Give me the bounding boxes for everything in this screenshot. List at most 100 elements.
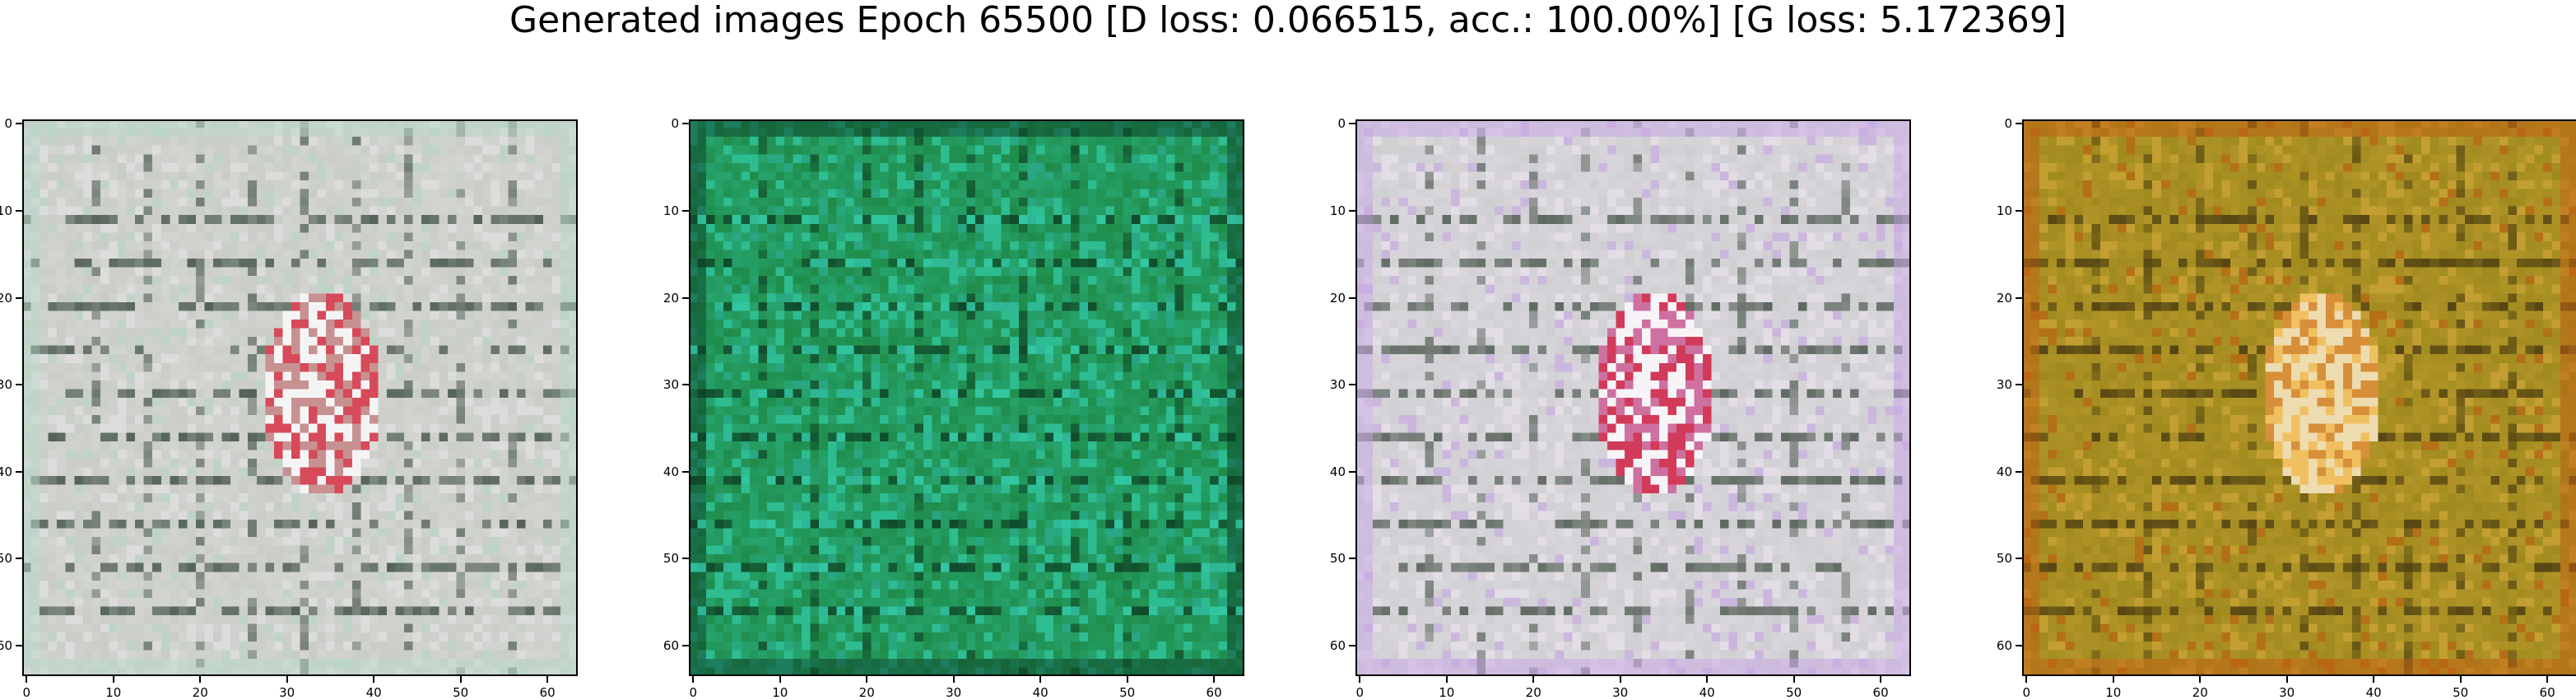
generated-image-3 (1355, 119, 1911, 676)
x-tick-label: 30 (1604, 686, 1637, 699)
y-tick-label: 10 (663, 204, 679, 217)
x-tick-mark (460, 676, 462, 683)
y-tick-label: 40 (663, 465, 679, 478)
x-tick-mark (1213, 676, 1215, 683)
y-tick-mark (2016, 297, 2022, 299)
y-tick-mark (682, 123, 689, 124)
y-tick-label: 0 (1337, 117, 1346, 130)
x-tick-mark (26, 676, 27, 683)
y-tick-mark (16, 558, 22, 559)
y-tick-label: 40 (0, 465, 12, 478)
x-tick-label: 60 (531, 686, 564, 699)
x-tick-mark (1039, 676, 1041, 683)
x-tick-label: 40 (2357, 686, 2390, 699)
y-tick-mark (682, 558, 689, 559)
x-tick-mark (866, 676, 867, 683)
x-tick-label: 20 (1517, 686, 1550, 699)
y-tick-label: 50 (1330, 552, 1346, 565)
y-tick-label: 50 (663, 552, 679, 565)
y-tick-mark (16, 297, 22, 299)
x-tick-label: 0 (1343, 686, 1376, 699)
generated-image-1 (22, 119, 578, 676)
y-tick-label: 30 (0, 378, 12, 391)
y-tick-label: 40 (1997, 465, 2012, 478)
y-tick-mark (2016, 645, 2022, 646)
y-tick-mark (16, 123, 22, 124)
x-tick-label: 60 (2531, 686, 2564, 699)
y-tick-mark (2016, 123, 2022, 124)
x-tick-mark (1880, 676, 1881, 683)
x-tick-mark (1127, 676, 1128, 683)
x-tick-mark (113, 676, 114, 683)
y-tick-mark (682, 297, 689, 299)
x-tick-label: 40 (1690, 686, 1723, 699)
x-tick-mark (1446, 676, 1448, 683)
x-tick-label: 20 (850, 686, 883, 699)
y-tick-label: 30 (1330, 378, 1346, 391)
y-tick-mark (682, 210, 689, 212)
y-tick-mark (16, 645, 22, 646)
figure-title: Generated images Epoch 65500 [D loss: 0.… (0, 0, 2576, 41)
x-tick-mark (1793, 676, 1795, 683)
y-tick-mark (16, 384, 22, 385)
y-tick-label: 10 (1997, 204, 2012, 217)
y-tick-label: 30 (1997, 378, 2012, 391)
y-tick-mark (682, 645, 689, 646)
y-tick-label: 10 (0, 204, 12, 217)
x-tick-mark (1532, 676, 1534, 683)
y-tick-label: 60 (0, 639, 12, 652)
x-tick-mark (692, 676, 694, 683)
x-tick-label: 60 (1197, 686, 1230, 699)
x-tick-label: 30 (937, 686, 970, 699)
y-tick-mark (682, 384, 689, 385)
x-tick-mark (779, 676, 781, 683)
y-tick-label: 60 (1330, 639, 1346, 652)
x-tick-label: 30 (2271, 686, 2304, 699)
x-tick-mark (286, 676, 288, 683)
y-tick-mark (2016, 471, 2022, 473)
x-tick-label: 40 (357, 686, 390, 699)
y-tick-mark (1349, 297, 1355, 299)
y-tick-label: 60 (663, 639, 679, 652)
x-tick-label: 60 (1864, 686, 1897, 699)
x-tick-mark (953, 676, 955, 683)
y-tick-mark (1349, 558, 1355, 559)
y-tick-label: 0 (4, 117, 12, 130)
x-tick-mark (546, 676, 548, 683)
y-tick-label: 20 (1997, 292, 2012, 305)
y-tick-label: 60 (1997, 639, 2012, 652)
x-tick-label: 0 (677, 686, 709, 699)
y-tick-mark (2016, 384, 2022, 385)
x-tick-label: 10 (764, 686, 797, 699)
x-tick-label: 10 (2097, 686, 2130, 699)
x-tick-mark (2199, 676, 2201, 683)
x-tick-label: 50 (2444, 686, 2477, 699)
y-tick-mark (1349, 123, 1355, 124)
y-tick-label: 50 (0, 552, 12, 565)
y-tick-mark (16, 210, 22, 212)
y-tick-label: 20 (0, 292, 12, 305)
x-tick-mark (1706, 676, 1708, 683)
y-tick-label: 30 (663, 378, 679, 391)
y-tick-mark (682, 471, 689, 473)
x-tick-label: 50 (1111, 686, 1144, 699)
y-tick-mark (1349, 210, 1355, 212)
y-tick-label: 20 (1330, 292, 1346, 305)
y-tick-mark (2016, 558, 2022, 559)
x-tick-mark (1359, 676, 1360, 683)
x-tick-mark (199, 676, 201, 683)
y-tick-label: 0 (2004, 117, 2012, 130)
x-tick-mark (2460, 676, 2462, 683)
x-tick-label: 0 (2010, 686, 2043, 699)
y-tick-mark (1349, 645, 1355, 646)
y-tick-label: 20 (663, 292, 679, 305)
x-tick-label: 0 (10, 686, 43, 699)
y-tick-mark (16, 471, 22, 473)
y-tick-mark (1349, 384, 1355, 385)
x-tick-label: 50 (444, 686, 477, 699)
x-tick-label: 10 (97, 686, 130, 699)
generated-image-4 (2022, 119, 2576, 676)
